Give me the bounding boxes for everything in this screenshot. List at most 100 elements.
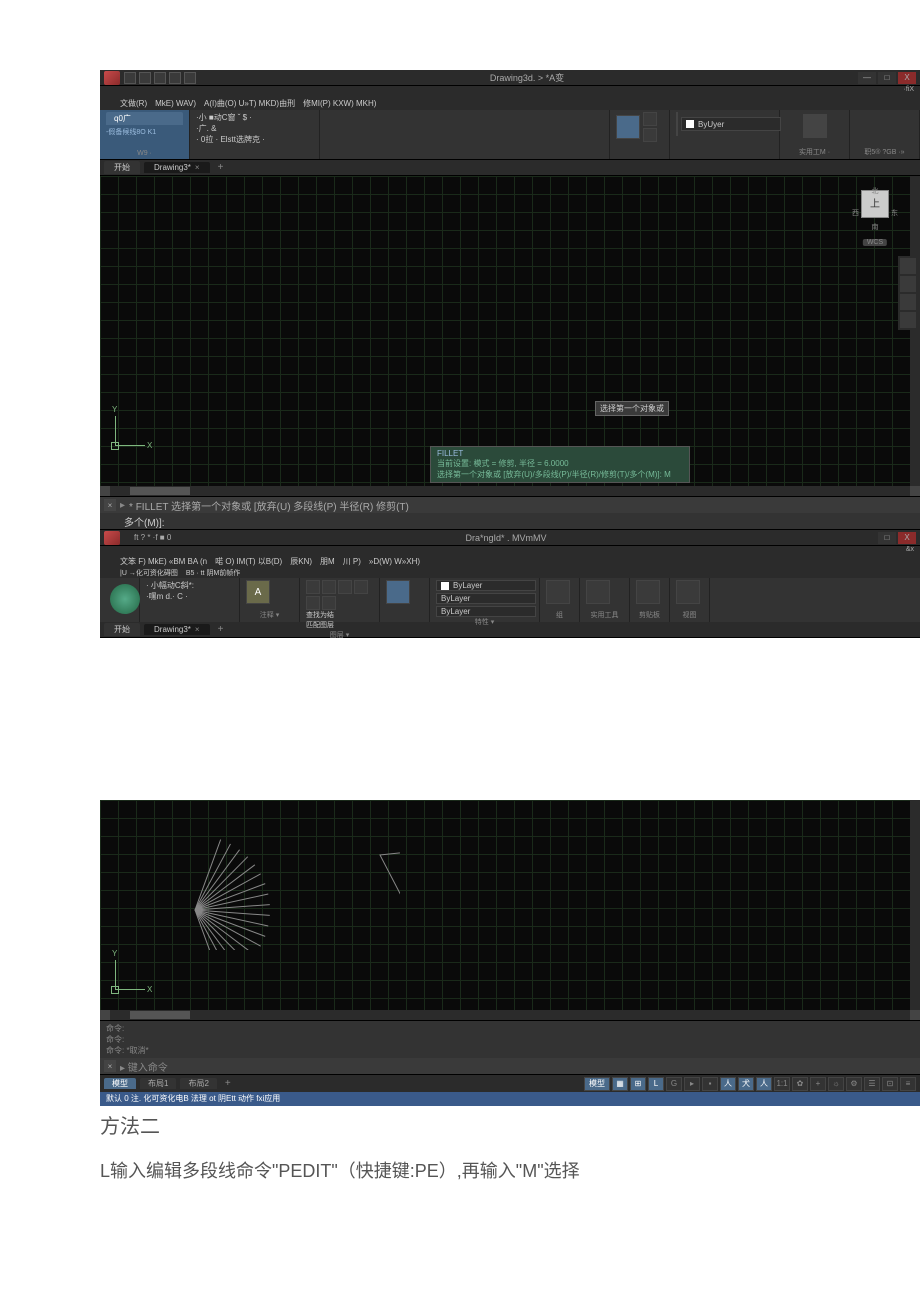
layout2-tab[interactable]: 布局2 xyxy=(180,1078,216,1089)
menu-2[interactable]: 喏 O) IM(T) 以B(D) xyxy=(215,556,282,567)
group-icon[interactable] xyxy=(546,580,570,604)
text-icon[interactable]: A xyxy=(246,580,270,604)
status-toggle-5[interactable]: ▪ xyxy=(702,1077,718,1091)
qat-undo-icon[interactable] xyxy=(169,72,181,84)
dim-icon-4[interactable] xyxy=(354,580,368,594)
add-tab-button[interactable]: + xyxy=(214,162,228,173)
qat-open-icon[interactable] xyxy=(139,72,151,84)
qat-save-icon[interactable] xyxy=(154,72,166,84)
status-toggle-2[interactable]: L xyxy=(648,1077,664,1091)
command-input[interactable]: × ▸ * FILLET 选择第一个对象或 [放弃(U) 多段线(P) 半径(R… xyxy=(100,497,920,513)
command-input-3[interactable]: × ▸ 键入命令 xyxy=(100,1058,920,1074)
layer-props-icon[interactable] xyxy=(676,112,678,136)
status-toggle-8[interactable]: 人 xyxy=(756,1077,772,1091)
edit-attr-icon[interactable] xyxy=(643,112,657,126)
status-toggle-11[interactable]: + xyxy=(810,1077,826,1091)
menu-1[interactable]: 文笨 F) MkE) «BM BA (n xyxy=(120,556,207,567)
tab-close-icon[interactable]: × xyxy=(195,625,200,634)
tab-close-icon[interactable]: × xyxy=(195,163,200,172)
maximize-button[interactable]: □ xyxy=(878,72,896,84)
menu-view[interactable]: A(I)曲(O) U»T) MKD)由刑 xyxy=(204,98,295,109)
ribbon-modify-row1[interactable]: ·小 ■动C窗 ˇ $ · xyxy=(196,112,313,123)
menu-5[interactable]: 川 P) xyxy=(343,556,361,567)
model-tab[interactable]: 模型 xyxy=(104,1078,136,1089)
qat-redo-icon[interactable] xyxy=(184,72,196,84)
replace2-label[interactable]: 匹配图层 xyxy=(306,620,373,630)
menu-modify[interactable]: 修MI(P) KXW) MKH) xyxy=(303,98,376,109)
viewcube-north[interactable]: 北 xyxy=(872,186,879,196)
bylayer-combo-1[interactable]: ByLayer xyxy=(436,580,536,591)
menu-edit[interactable]: MkE) WAV) xyxy=(155,99,196,108)
app-logo-icon[interactable] xyxy=(104,71,120,85)
scroll-thumb[interactable] xyxy=(130,487,190,495)
app-logo-icon[interactable] xyxy=(104,531,120,545)
create-block-icon[interactable] xyxy=(643,128,657,142)
nav-wheel-icon[interactable] xyxy=(900,258,916,274)
nav-pan-icon[interactable] xyxy=(900,276,916,292)
status-toggle-15[interactable]: ⊡ xyxy=(882,1077,898,1091)
vertical-scrollbar[interactable] xyxy=(910,800,920,1010)
drawing-tab[interactable]: Drawing3* × xyxy=(144,162,210,173)
status-toggle-4[interactable]: ▸ xyxy=(684,1077,700,1091)
measure-icon[interactable] xyxy=(803,114,827,138)
bylayer-combo-2[interactable]: ByLayer xyxy=(436,593,536,604)
status-toggle-6[interactable]: 人 xyxy=(720,1077,736,1091)
drawing-canvas-3[interactable]: YX xyxy=(100,800,920,1010)
status-toggle-16[interactable]: ≡ xyxy=(900,1077,916,1091)
add-layout-button[interactable]: + xyxy=(221,1078,235,1089)
status-toggle-12[interactable]: ☼ xyxy=(828,1077,844,1091)
command-prompt-icon[interactable]: × xyxy=(104,499,116,511)
menu-3[interactable]: 辰KN) xyxy=(290,556,312,567)
start-tab[interactable]: 开始 xyxy=(104,623,140,636)
dim-icon-6[interactable] xyxy=(322,596,336,610)
status-toggle-7[interactable]: 犬 xyxy=(738,1077,754,1091)
status-toggle-0[interactable]: ▦ xyxy=(612,1077,628,1091)
ribbon-modify-row2[interactable]: ·广. & xyxy=(196,123,313,134)
menu-b1[interactable]: |U →化可资化碍图 xyxy=(120,568,178,578)
dim-icon-1[interactable] xyxy=(306,580,320,594)
status-toggle-14[interactable]: ☰ xyxy=(864,1077,880,1091)
viewcube-wcs[interactable]: WCS xyxy=(863,239,887,246)
circle-tool-icon[interactable] xyxy=(110,584,140,614)
menu-6[interactable]: »D(W) W»XH) xyxy=(369,557,420,566)
maximize-button[interactable]: □ xyxy=(878,532,896,544)
menu-4[interactable]: 朋M xyxy=(320,556,335,567)
dim-icon-5[interactable] xyxy=(306,596,320,610)
status-toggle-1[interactable]: ⊞ xyxy=(630,1077,646,1091)
scroll-right-icon[interactable] xyxy=(910,486,920,496)
sb-model-button[interactable]: 模型 xyxy=(584,1077,610,1091)
qat-new-icon[interactable] xyxy=(124,72,136,84)
start-tab[interactable]: 开始 xyxy=(104,161,140,174)
modify-row1[interactable]: · 小幅动C斜*: xyxy=(146,580,233,591)
status-toggle-13[interactable]: ⚙ xyxy=(846,1077,862,1091)
horizontal-scrollbar[interactable] xyxy=(100,486,920,496)
scroll-left-icon[interactable] xyxy=(100,486,110,496)
viewcube-south[interactable]: 南 xyxy=(872,222,879,232)
viewcube-east[interactable]: 东 xyxy=(891,208,898,218)
add-tab-button[interactable]: + xyxy=(214,624,228,635)
menu-file[interactable]: 文做(R) xyxy=(120,98,147,109)
measure-icon[interactable] xyxy=(586,580,610,604)
insert-icon[interactable] xyxy=(386,580,410,604)
minimize-button[interactable]: — xyxy=(858,72,876,84)
close-button[interactable]: X xyxy=(898,72,916,84)
vertical-scrollbar[interactable] xyxy=(910,176,920,486)
close-button[interactable]: X xyxy=(898,532,916,544)
nav-zoom-icon[interactable] xyxy=(900,294,916,310)
layer-dropdown[interactable]: ByUyer xyxy=(681,117,781,131)
ribbon-tab-home[interactable]: q0广 xyxy=(106,112,183,125)
status-toggle-3[interactable]: G xyxy=(666,1077,682,1091)
dim-icon-2[interactable] xyxy=(322,580,336,594)
insert-block-icon[interactable] xyxy=(616,115,640,139)
drawing-tab[interactable]: Drawing3* × xyxy=(144,624,210,635)
view-cube[interactable]: 北 西 上 东 南 WCS xyxy=(850,186,900,246)
modify-row2[interactable]: ·嘿m d.· C · xyxy=(146,591,233,602)
dim-icon-3[interactable] xyxy=(338,580,352,594)
drawing-canvas[interactable]: Y X 北 西 上 东 南 WCS 选择第一个对象或 FILLET 当前设置: … xyxy=(100,176,920,486)
replace-label[interactable]: 查找为结 xyxy=(306,610,373,620)
ribbon-modify-row3[interactable]: · 0拉 · Elstt选牌克 · xyxy=(196,134,313,145)
bylayer-combo-3[interactable]: ByLayer xyxy=(436,606,536,617)
command-prompt-icon[interactable]: × xyxy=(104,1060,116,1072)
menu-b2[interactable]: B5 · tt 阴M前帧作 xyxy=(186,568,240,578)
viewcube-west[interactable]: 西 xyxy=(852,208,859,218)
